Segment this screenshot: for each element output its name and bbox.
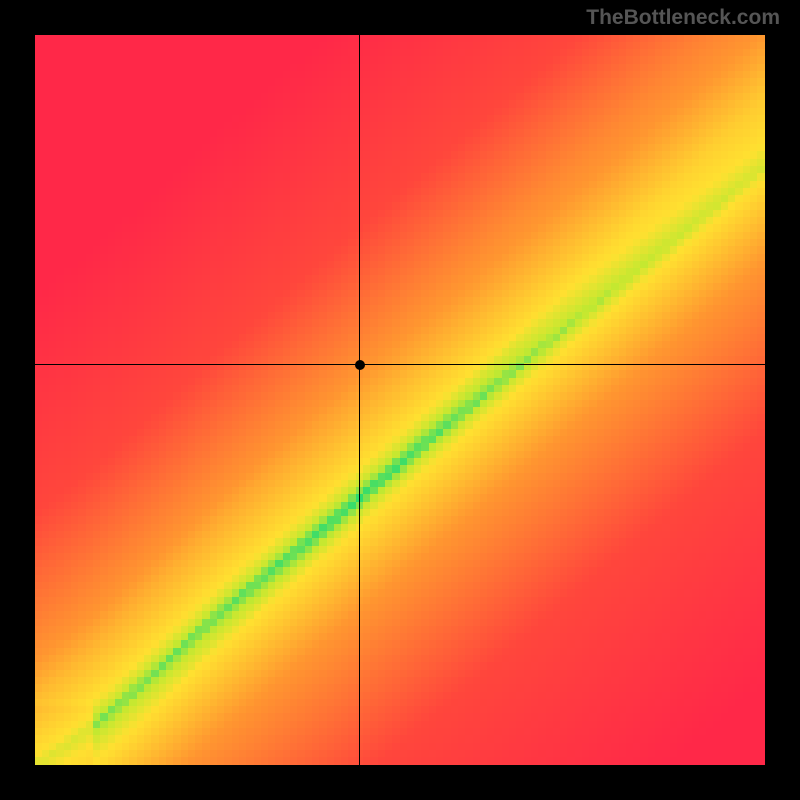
- crosshair-vertical: [359, 35, 360, 765]
- watermark: TheBottleneck.com: [586, 6, 780, 30]
- crosshair-horizontal: [35, 364, 765, 365]
- bottleneck-heatmap: [35, 35, 765, 765]
- heatmap-canvas: [35, 35, 765, 765]
- crosshair-point: [355, 360, 365, 370]
